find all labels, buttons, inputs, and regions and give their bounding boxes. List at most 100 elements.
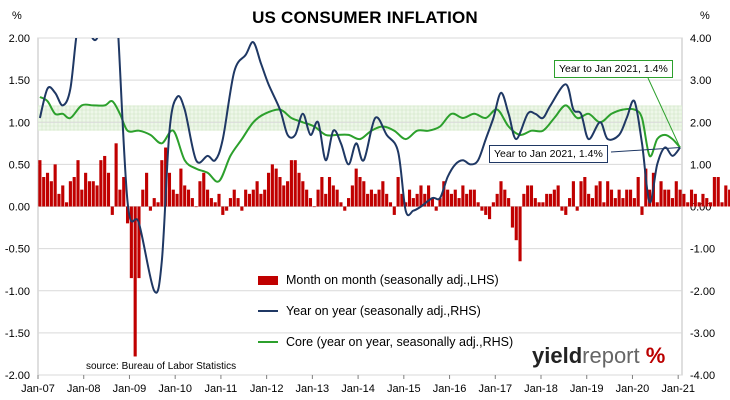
mom-bar — [449, 193, 454, 207]
yoy-callout-leader — [610, 147, 681, 153]
mom-bar — [274, 168, 278, 207]
mom-bar — [613, 198, 617, 207]
mom-bar — [529, 185, 534, 207]
logo-part-3: % — [645, 343, 666, 368]
mom-bar — [655, 202, 659, 207]
mom-bar — [129, 206, 133, 279]
mom-bar — [289, 160, 293, 207]
mom-bar — [709, 202, 713, 207]
mom-bar — [255, 181, 259, 207]
mom-bar — [282, 185, 286, 207]
mom-bar — [152, 198, 156, 207]
x-tick-label: Jan-07 — [21, 383, 55, 395]
mom-bar — [560, 206, 564, 211]
mom-bar — [453, 189, 457, 207]
mom-bar — [68, 181, 72, 207]
mom-bar — [598, 181, 602, 207]
mom-bar — [674, 181, 678, 207]
mom-bar — [670, 198, 675, 207]
right-tick-label: 4.00 — [690, 33, 711, 45]
mom-bar — [358, 177, 362, 207]
mom-bar — [324, 193, 328, 207]
mom-bar — [366, 193, 370, 207]
mom-bar — [556, 185, 560, 207]
right-tick-label: -2.00 — [690, 286, 715, 298]
mom-bar — [316, 189, 320, 207]
mom-bar — [137, 206, 141, 279]
mom-bar — [377, 189, 381, 207]
mom-bar — [293, 160, 297, 207]
mom-bar — [457, 198, 461, 207]
mom-bar — [225, 206, 229, 211]
mom-bar — [606, 181, 610, 207]
x-tick-label: Jan-20 — [616, 383, 650, 395]
mom-bar — [57, 193, 61, 207]
mom-bar — [480, 206, 484, 211]
x-tick-label: Jan-19 — [570, 383, 604, 395]
mom-bar — [720, 202, 724, 207]
mom-bar — [369, 189, 373, 207]
x-tick-label: Jan-18 — [524, 383, 558, 395]
core-callout-text: Year to Jan 2021, 1.4% — [559, 63, 668, 75]
mom-bar — [617, 189, 621, 207]
mom-bar — [263, 189, 267, 207]
mom-bar — [621, 198, 625, 207]
left-axis-unit: % — [12, 10, 22, 22]
mom-bar — [95, 185, 99, 207]
mom-bar — [628, 189, 633, 207]
core-target-band — [38, 105, 682, 131]
mom-bar — [232, 189, 236, 207]
mom-bar — [213, 202, 217, 207]
mom-bar — [701, 193, 705, 207]
core-callout-leader — [647, 77, 681, 148]
mom-bar — [266, 172, 271, 207]
mom-bar — [640, 206, 644, 215]
mom-bar — [186, 189, 191, 207]
mom-bar — [103, 155, 107, 207]
mom-bar — [461, 185, 465, 207]
logo-part-1: yield — [532, 343, 583, 368]
mom-bar — [484, 206, 488, 215]
x-tick-label: Jan-15 — [387, 383, 421, 395]
mom-bar — [644, 168, 648, 207]
mom-bar — [716, 177, 720, 207]
mom-bar — [110, 206, 114, 215]
mom-bar — [495, 193, 499, 207]
legend-label-yoy: Year on year (seasonally adj.,RHS) — [286, 304, 481, 318]
mom-bar — [335, 189, 339, 207]
mom-bar — [308, 198, 313, 207]
legend-swatch-yoy — [258, 310, 278, 312]
mom-bar — [514, 206, 518, 241]
mom-bar — [133, 206, 137, 357]
mom-bar — [728, 189, 730, 207]
mom-bar — [602, 202, 606, 207]
mom-bar — [301, 181, 305, 207]
mom-bar — [407, 189, 412, 207]
chart-title: US CONSUMER INFLATION — [252, 8, 478, 27]
mom-bar — [686, 202, 690, 207]
mom-bar — [72, 177, 76, 207]
mom-bar — [76, 160, 80, 207]
mom-bar — [270, 164, 274, 207]
mom-bar — [171, 189, 175, 207]
mom-bar — [663, 189, 667, 207]
mom-bar — [221, 206, 225, 215]
mom-bar — [541, 202, 545, 207]
mom-bar — [183, 185, 187, 207]
yieldreport-logo: yieldreport % — [532, 343, 665, 369]
mom-bar — [244, 189, 248, 207]
x-tick-label: Jan-12 — [250, 383, 284, 395]
x-tick-label: Jan-13 — [296, 383, 330, 395]
mom-bar — [45, 172, 50, 207]
mom-bar — [312, 206, 316, 208]
mom-bar — [381, 181, 385, 207]
legend-item-yoy: Year on year (seasonally adj.,RHS) — [258, 304, 481, 318]
mom-bar — [38, 160, 42, 207]
mom-bar — [442, 181, 446, 207]
mom-bar — [339, 202, 343, 207]
mom-bar — [388, 202, 393, 207]
mom-bar — [648, 189, 652, 207]
mom-bar — [533, 198, 537, 207]
mom-bar — [160, 160, 164, 207]
